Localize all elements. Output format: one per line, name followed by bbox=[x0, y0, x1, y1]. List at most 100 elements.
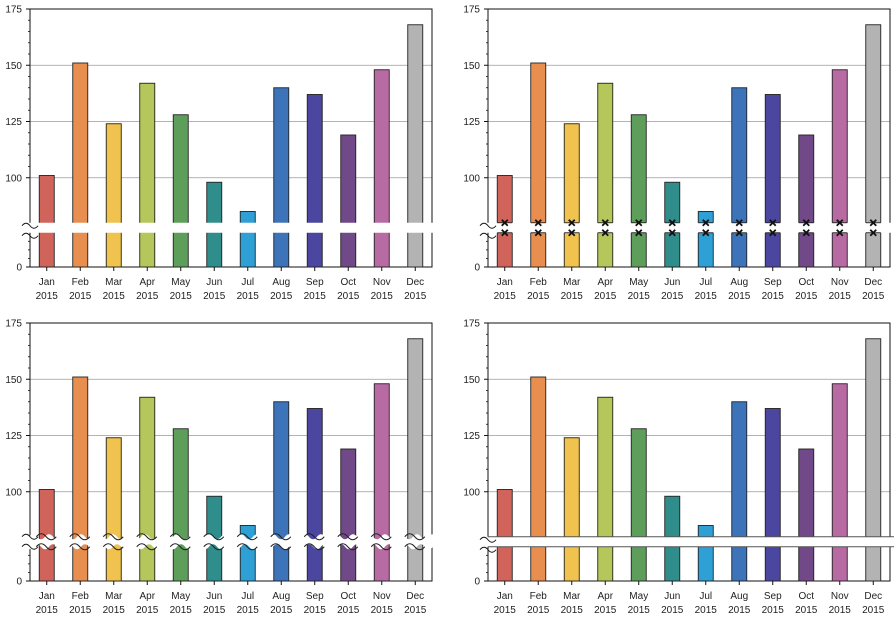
bar-wave-edge bbox=[69, 543, 91, 551]
x-tick-label-year: 2015 bbox=[527, 291, 550, 302]
x-tick-label-month: Nov bbox=[373, 591, 391, 602]
x-tick-label-year: 2015 bbox=[103, 605, 126, 616]
plot-frame bbox=[487, 8, 891, 268]
bar-aug bbox=[731, 401, 748, 582]
x-tick-label-year: 2015 bbox=[561, 605, 584, 616]
panel-flat-break: 0 100 125 150 175 Jan 2015 Feb 2015 Mar 2015 Apr 201… bbox=[5, 5, 433, 302]
bar-wave-edge bbox=[337, 533, 359, 541]
x-tick-label-month: Nov bbox=[831, 591, 849, 602]
bar-aug bbox=[731, 87, 748, 268]
x-tick-label-year: 2015 bbox=[561, 291, 584, 302]
bar-nov bbox=[831, 69, 848, 268]
bar-oct bbox=[340, 448, 357, 582]
x-tick-label-month: Mar bbox=[105, 591, 123, 602]
bar-wave-edge bbox=[270, 533, 292, 541]
break-cross-marker bbox=[869, 219, 877, 227]
bar-jul bbox=[697, 525, 714, 582]
x-tick-label-year: 2015 bbox=[69, 605, 92, 616]
bar-aug bbox=[273, 87, 290, 268]
bar-wave-edge bbox=[370, 533, 392, 541]
axis-break-gap bbox=[29, 222, 433, 233]
y-tick-label: 100 bbox=[5, 173, 22, 184]
x-tick-label-year: 2015 bbox=[36, 291, 59, 302]
x-tick-label-year: 2015 bbox=[695, 605, 718, 616]
x-tick-label-month: May bbox=[629, 277, 648, 288]
bar-mar bbox=[105, 123, 122, 268]
break-cross-marker bbox=[836, 219, 844, 227]
y-tick-label: 150 bbox=[463, 61, 480, 72]
x-tick-label-year: 2015 bbox=[661, 291, 684, 302]
y-tick-label: 100 bbox=[463, 173, 480, 184]
x-tick-label-month: Oct bbox=[798, 277, 814, 288]
y-tick-label: 175 bbox=[5, 5, 22, 16]
bar-nov bbox=[373, 69, 390, 268]
x-tick-label-month: Sep bbox=[306, 277, 324, 288]
x-tick-label-month: Apr bbox=[139, 591, 155, 602]
x-tick-label-month: Feb bbox=[530, 277, 548, 288]
break-cross-marker bbox=[735, 219, 743, 227]
axis-break-mark bbox=[21, 533, 39, 540]
bar-sep bbox=[764, 408, 781, 582]
bar-sep bbox=[306, 408, 323, 582]
y-tick-label: 0 bbox=[16, 577, 22, 588]
bar-feb bbox=[530, 376, 547, 582]
x-tick-label-month: May bbox=[629, 591, 648, 602]
x-tick-label-year: 2015 bbox=[170, 291, 193, 302]
y-tick-label: 100 bbox=[5, 487, 22, 498]
x-tick-label-year: 2015 bbox=[494, 291, 517, 302]
x-tick-label-year: 2015 bbox=[404, 605, 427, 616]
x-tick-label-year: 2015 bbox=[237, 291, 260, 302]
plot-frame bbox=[29, 322, 433, 582]
x-tick-label-month: Apr bbox=[139, 277, 155, 288]
bar-mar bbox=[105, 437, 122, 582]
bar-feb bbox=[72, 376, 89, 582]
bar-jan bbox=[496, 489, 513, 582]
x-tick-label-month: Dec bbox=[406, 591, 424, 602]
x-tick-label-year: 2015 bbox=[371, 605, 394, 616]
y-tick-label: 175 bbox=[463, 5, 480, 16]
x-tick-label-year: 2015 bbox=[862, 605, 885, 616]
x-tick-label-year: 2015 bbox=[628, 291, 651, 302]
axis-break-gap bbox=[17, 534, 445, 550]
break-cross-marker bbox=[869, 229, 877, 237]
axis-break-mark bbox=[21, 222, 39, 229]
y-tick-label: 175 bbox=[463, 319, 480, 330]
x-tick-label-year: 2015 bbox=[762, 291, 785, 302]
x-tick-label-year: 2015 bbox=[203, 605, 226, 616]
panel-band-break: 0 100 125 150 175 Jan 2015 Feb 2015 Mar 2015 Apr 201… bbox=[463, 319, 894, 616]
x-tick-label-month: Aug bbox=[272, 591, 290, 602]
bar-wave-edge bbox=[303, 543, 325, 551]
break-cross-marker bbox=[534, 219, 542, 227]
bar-mar bbox=[563, 437, 580, 582]
break-cross-marker bbox=[769, 229, 777, 237]
bar-wave-edge bbox=[35, 543, 57, 551]
x-tick-label-year: 2015 bbox=[728, 291, 751, 302]
bar-feb bbox=[72, 62, 89, 268]
x-tick-label-year: 2015 bbox=[304, 291, 327, 302]
x-tick-label-year: 2015 bbox=[661, 605, 684, 616]
x-tick-label-year: 2015 bbox=[628, 605, 651, 616]
bar-feb bbox=[530, 62, 547, 268]
bar-mar bbox=[563, 123, 580, 268]
bar-wave-edge bbox=[169, 533, 191, 541]
break-cross-marker bbox=[501, 219, 509, 227]
plot-frame bbox=[487, 322, 891, 582]
break-cross-marker bbox=[668, 219, 676, 227]
x-tick-label-month: Jan bbox=[39, 591, 55, 602]
bar-wave-edge bbox=[136, 543, 158, 551]
x-tick-label-month: Jun bbox=[206, 591, 222, 602]
x-tick-label-year: 2015 bbox=[728, 605, 751, 616]
x-tick-label-month: Apr bbox=[597, 591, 613, 602]
x-tick-label-month: Feb bbox=[72, 591, 90, 602]
break-cross-marker bbox=[501, 229, 509, 237]
x-tick-label-year: 2015 bbox=[270, 291, 293, 302]
x-tick-label-year: 2015 bbox=[829, 605, 852, 616]
y-tick-label: 125 bbox=[5, 117, 22, 128]
axis-break-gap bbox=[487, 222, 891, 233]
bar-apr bbox=[139, 396, 156, 582]
x-tick-label-year: 2015 bbox=[862, 291, 885, 302]
y-tick-label: 100 bbox=[463, 487, 480, 498]
x-tick-label-year: 2015 bbox=[795, 605, 818, 616]
bar-wave-edge bbox=[102, 533, 124, 541]
